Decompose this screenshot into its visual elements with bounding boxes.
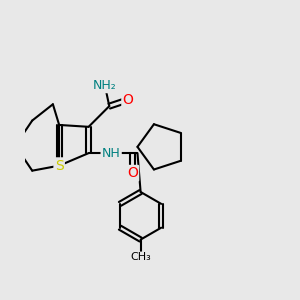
Text: O: O — [127, 166, 138, 180]
Text: S: S — [55, 159, 64, 173]
Text: O: O — [123, 93, 134, 107]
Text: CH₃: CH₃ — [130, 252, 151, 262]
Text: NH: NH — [102, 147, 121, 160]
Text: NH₂: NH₂ — [93, 79, 117, 92]
